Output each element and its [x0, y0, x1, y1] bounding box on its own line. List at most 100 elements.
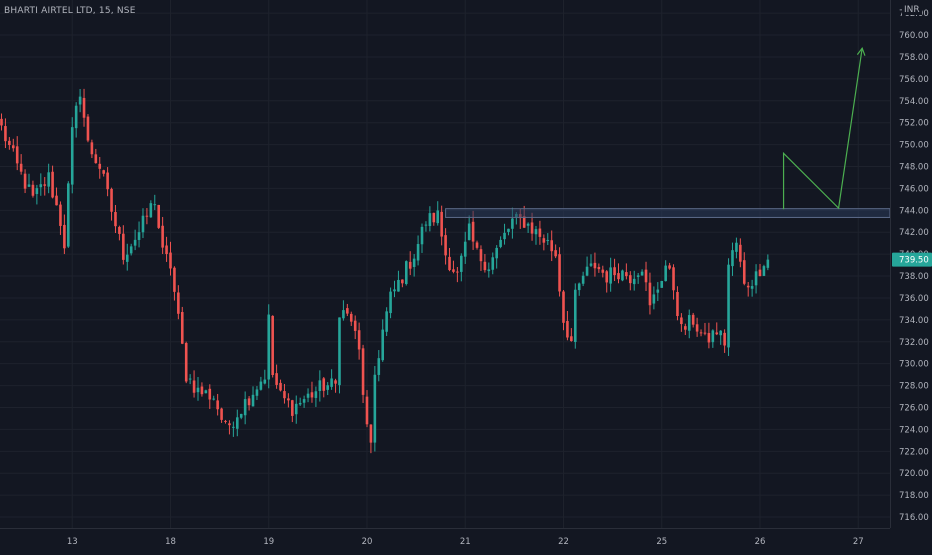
candle-body [695, 324, 699, 332]
candle-body [4, 126, 7, 142]
candle-body [723, 332, 726, 346]
candle-body [247, 398, 251, 406]
candle-body [475, 242, 479, 248]
candle-body [47, 172, 50, 187]
candle-body [739, 244, 742, 262]
candle-body [51, 171, 54, 198]
candle-body [554, 250, 557, 257]
candle-body [271, 315, 274, 376]
candle-body [570, 336, 573, 342]
candle-body [660, 280, 664, 288]
candle-body [70, 127, 74, 185]
candle-body [149, 203, 153, 218]
candle-body [566, 321, 569, 338]
time-tick-label: 25 [656, 537, 667, 547]
candle-body [369, 424, 373, 443]
chart-area[interactable] [0, 0, 891, 528]
candle-body [259, 381, 263, 390]
candle-body [86, 116, 90, 141]
candles [0, 88, 770, 454]
candle-body [263, 379, 267, 384]
candle-body [196, 387, 200, 393]
candle-body [684, 326, 687, 330]
candle-body [652, 294, 656, 304]
candle-body [326, 385, 329, 390]
price-tick-label: 744.00 [899, 206, 929, 216]
price-tick-label: 738.00 [899, 272, 929, 282]
candle-body [452, 269, 455, 272]
candle-body [609, 267, 612, 284]
candle-body [687, 315, 691, 331]
candle-body [735, 242, 738, 252]
candle-body [526, 223, 530, 226]
candle-body [581, 275, 585, 284]
candle-body [456, 271, 459, 273]
candle-body [534, 229, 538, 235]
last-price-badge [892, 252, 932, 267]
time-tick-label: 27 [853, 537, 864, 547]
candle-body [251, 394, 255, 407]
candle-body [742, 260, 746, 284]
time-tick-label: 22 [558, 537, 569, 547]
candle-body [349, 313, 353, 322]
time-tick-label: 18 [165, 537, 176, 547]
projection-arrow[interactable] [782, 48, 863, 210]
candle-body [672, 267, 675, 291]
candle-body [731, 250, 734, 267]
candle-body [762, 266, 766, 276]
candlestick-chart[interactable] [0, 0, 891, 528]
candle-body [106, 172, 109, 190]
price-tick-label: 748.00 [899, 163, 929, 173]
candle-body [43, 184, 47, 186]
candle-body [287, 398, 290, 401]
candle-body [479, 249, 483, 262]
candle-body [703, 332, 707, 334]
candle-body [141, 215, 145, 233]
candle-body [180, 312, 184, 344]
candle-body [707, 333, 711, 343]
candle-body [177, 292, 180, 314]
candle-body [412, 258, 416, 267]
time-axis[interactable]: 13 18 19 20 21 22 25 26 27 [0, 528, 890, 550]
candle-body [507, 228, 510, 232]
candle-body [161, 225, 164, 248]
candle-body [98, 163, 102, 169]
candle-body [613, 267, 616, 276]
candle-body [224, 420, 227, 422]
candle-body [82, 97, 86, 118]
candle-body [558, 254, 561, 292]
candle-body [192, 380, 196, 393]
candle-body [699, 332, 703, 334]
candle-body [511, 218, 514, 229]
candle-body [302, 399, 306, 403]
projection-arrowhead [856, 46, 866, 56]
candle-body [318, 380, 322, 392]
candle-body [216, 400, 219, 410]
candle-body [636, 275, 640, 277]
candle-body [63, 224, 66, 249]
price-tick-label: 720.00 [899, 469, 929, 479]
time-tick-label: 13 [67, 537, 78, 547]
price-tick-label: 734.00 [899, 316, 929, 326]
price-axis[interactable]: 716.00 718.00 720.00 722.00 724.00 726.00 728.… [890, 0, 932, 528]
candle-body [243, 399, 247, 416]
currency-label[interactable]: INR [902, 5, 922, 15]
candle-body [283, 391, 286, 399]
resistance-zone[interactable] [445, 208, 891, 218]
price-tick-label: 742.00 [899, 228, 929, 238]
candle-body [656, 289, 660, 293]
candle-body [401, 279, 404, 284]
candle-body [184, 342, 188, 382]
candle-body [208, 388, 212, 400]
candle-body [680, 317, 683, 325]
candle-body [404, 261, 408, 285]
candle-body [385, 311, 388, 332]
candle-body [448, 256, 451, 271]
time-axis-labels: 13 18 19 20 21 22 25 26 27 [67, 537, 864, 547]
candle-body [204, 390, 208, 394]
candle-body [67, 183, 70, 247]
candle-body [23, 173, 27, 189]
price-tick-label: 736.00 [899, 294, 929, 304]
candle-body [114, 212, 117, 227]
candle-body [428, 213, 432, 226]
